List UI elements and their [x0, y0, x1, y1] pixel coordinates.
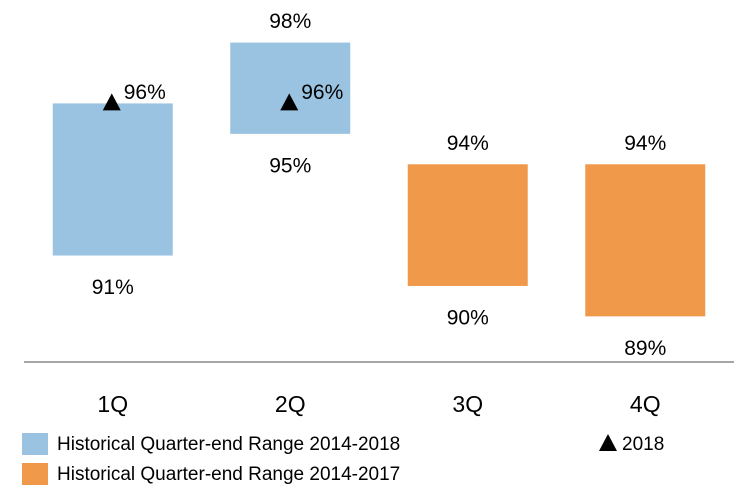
marker-label: 96% — [124, 81, 166, 104]
marker — [102, 93, 121, 111]
high-label: 94% — [624, 132, 666, 155]
range-bar — [585, 164, 706, 317]
range-bar — [407, 164, 528, 286]
legend-swatch — [22, 463, 48, 485]
low-label: 95% — [269, 154, 311, 177]
low-label: 89% — [624, 337, 666, 360]
marker — [280, 93, 299, 111]
range-bar — [230, 42, 351, 134]
legend-label: Historical Quarter-end Range 2014-2018 — [57, 434, 400, 455]
x-tick-label: 3Q — [452, 391, 483, 417]
x-tick-label: 2Q — [275, 391, 306, 417]
legend-marker — [599, 434, 617, 451]
x-tick-label: 4Q — [630, 391, 661, 417]
low-label: 91% — [92, 276, 134, 299]
high-label: 94% — [447, 132, 489, 155]
legend-label: Historical Quarter-end Range 2014-2017 — [57, 464, 400, 485]
legend-label: 2018 — [622, 434, 664, 455]
marker-label: 96% — [301, 81, 343, 104]
x-tick-label: 1Q — [97, 391, 128, 417]
range-bar — [52, 103, 173, 256]
low-label: 90% — [447, 306, 489, 329]
high-label: 98% — [269, 10, 311, 33]
legend-swatch — [22, 433, 48, 455]
